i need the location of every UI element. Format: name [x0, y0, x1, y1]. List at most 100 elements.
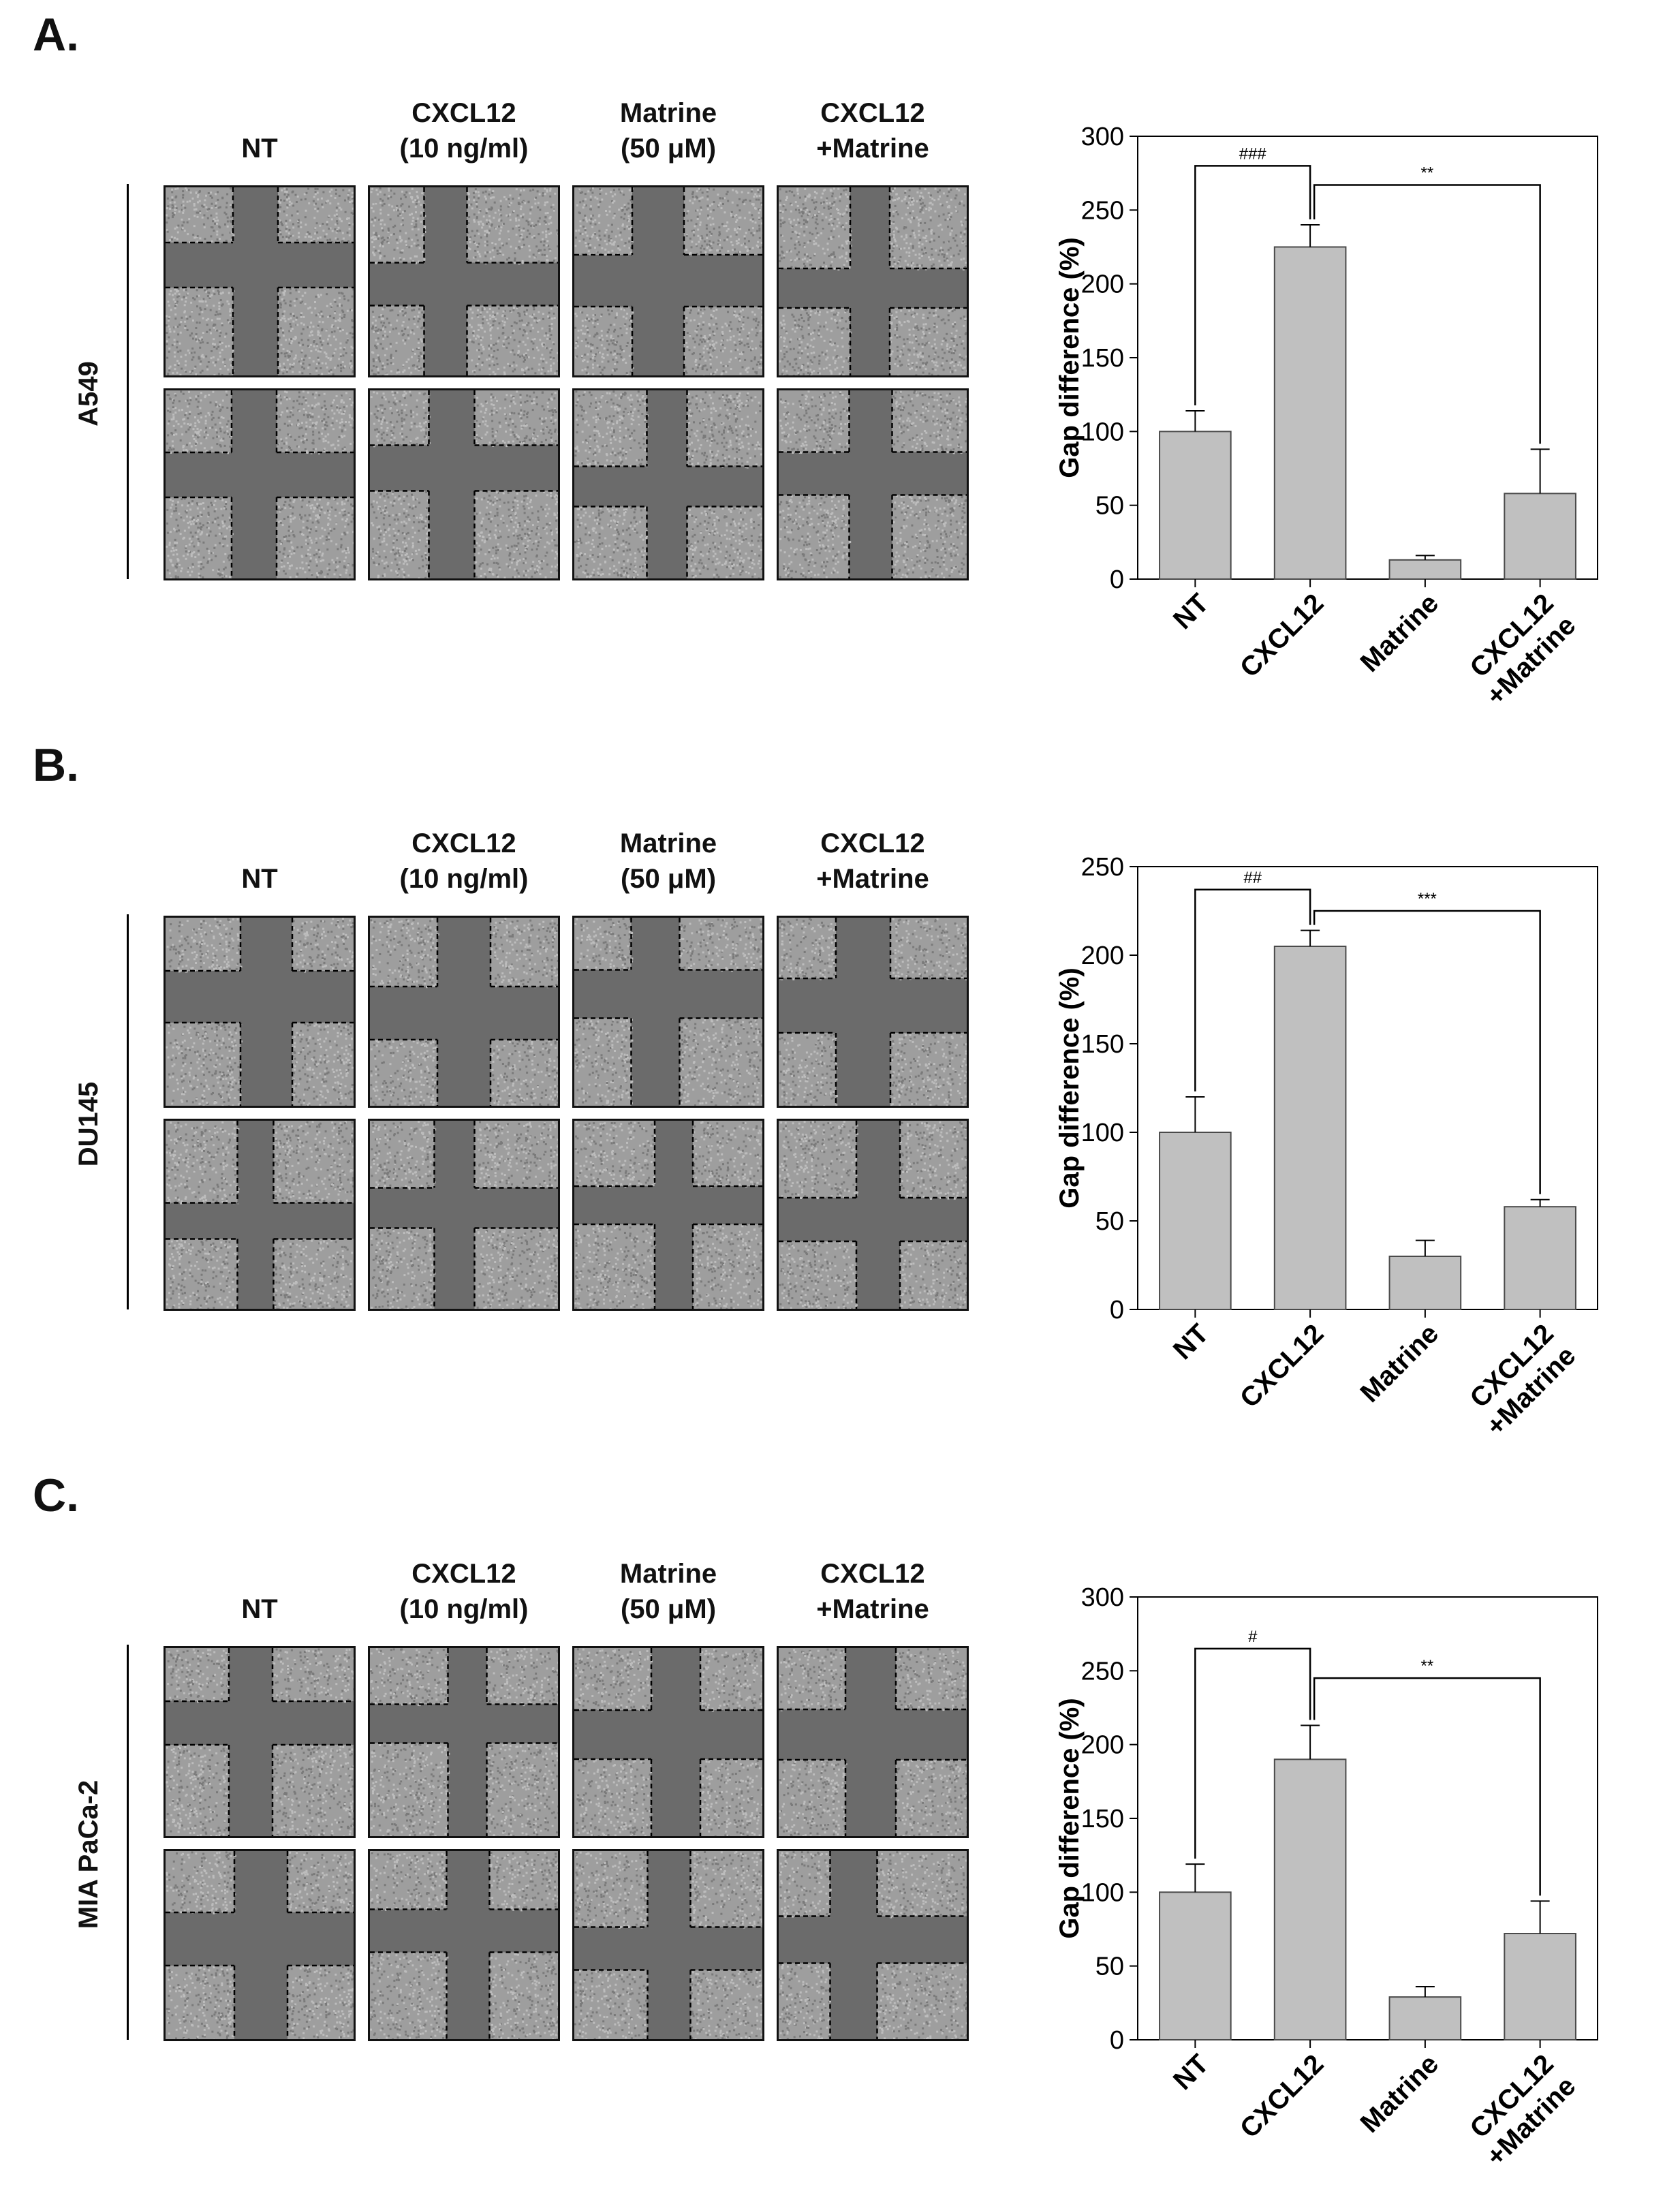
column-header-matrine: Matrine (50 μM) — [572, 826, 764, 897]
y-tick-label: 50 — [1095, 1207, 1124, 1236]
panel-b: B. NT CXCL12 (10 ng/ml) Matrine (50 μM) … — [0, 730, 1680, 1465]
micrograph — [572, 1119, 764, 1311]
micrograph — [368, 388, 560, 580]
column-header-cxcl12: CXCL12 (10 ng/ml) — [368, 95, 560, 166]
column-header-matrine: Matrine (50 μM) — [572, 1556, 764, 1627]
micrograph-image — [779, 187, 967, 375]
panel-label: A. — [33, 8, 79, 61]
row-bracket-line — [127, 914, 129, 1309]
micrograph — [368, 1646, 560, 1838]
significance-bracket — [1194, 165, 1311, 405]
micrograph — [777, 1849, 969, 2041]
x-tick-label: CXCL12+Matrine — [1459, 588, 1582, 711]
column-header-nt: NT — [164, 95, 356, 166]
micrograph — [368, 1849, 560, 2041]
y-tick-label: 100 — [1081, 418, 1124, 446]
x-tick-label: Matrine — [1355, 588, 1445, 678]
micrograph-image — [779, 918, 967, 1106]
x-tick-label: NT — [1168, 588, 1215, 635]
micrograph-image — [166, 1648, 354, 1836]
bar — [1273, 1758, 1347, 2040]
bar — [1388, 1996, 1462, 2041]
micrograph — [164, 1119, 356, 1311]
micrograph — [777, 1119, 969, 1311]
micrograph-image — [166, 1851, 354, 2039]
panel-c: C. NT CXCL12 (10 ng/ml) Matrine (50 μM) … — [0, 1461, 1680, 2195]
y-tick-label: 150 — [1081, 344, 1124, 373]
x-tick-label: CXCL12+Matrine — [1459, 2049, 1582, 2172]
bar — [1504, 1933, 1576, 2040]
x-tick-label: NT — [1168, 1318, 1215, 1365]
y-tick-label: 0 — [1110, 565, 1124, 594]
significance-label: ** — [1421, 164, 1434, 183]
y-tick-label: 200 — [1081, 270, 1124, 299]
y-axis-label: Gap difference (%) — [1055, 237, 1085, 478]
significance-label: # — [1248, 1628, 1258, 1646]
y-tick-label: 0 — [1110, 2026, 1124, 2055]
cell-line-label: DU145 — [72, 933, 106, 1315]
column-header-nt: NT — [164, 1556, 356, 1627]
micrograph — [572, 916, 764, 1108]
bar — [1159, 431, 1232, 580]
micrograph-image — [166, 187, 354, 375]
micrograph-image — [574, 918, 762, 1106]
cell-line-label: MIA PaCa-2 — [72, 1664, 106, 2045]
column-header-combo: CXCL12 +Matrine — [777, 1556, 969, 1627]
gap-difference-chart: 0 50 100 150 200 250 300 Gap difference (%) NT CX… — [1053, 1577, 1611, 2183]
bar-chart-svg: 0 50 100 150 200 250 300 Gap difference (%) NT CX… — [1055, 123, 1598, 711]
micrograph — [777, 388, 969, 580]
micrograph-image — [166, 918, 354, 1106]
column-header-combo: CXCL12 +Matrine — [777, 95, 969, 166]
bar — [1159, 1891, 1232, 2041]
y-tick-label: 50 — [1095, 492, 1124, 521]
significance-label: ** — [1421, 1657, 1434, 1675]
gap-difference-chart: 0 50 100 150 200 250 300 Gap difference (%) NT CX… — [1053, 116, 1611, 722]
micrograph — [572, 1849, 764, 2041]
row-bracket-line — [127, 184, 129, 579]
significance-bracket — [1194, 1647, 1311, 1859]
micrograph — [368, 185, 560, 377]
micrograph-image — [370, 390, 558, 578]
y-tick-label: 100 — [1081, 1878, 1124, 1907]
column-header-matrine: Matrine (50 μM) — [572, 95, 764, 166]
bar — [1504, 1206, 1576, 1311]
micrograph — [572, 185, 764, 377]
micrograph-image — [370, 1648, 558, 1836]
plot-frame — [1137, 866, 1598, 1310]
micrograph-image — [370, 918, 558, 1106]
bar — [1273, 946, 1347, 1310]
micrograph — [777, 185, 969, 377]
x-tick-label: CXCL12 — [1234, 2049, 1330, 2144]
y-tick-label: 100 — [1081, 1119, 1124, 1147]
micrograph-image — [779, 390, 967, 578]
micrograph-image — [574, 1851, 762, 2039]
micrograph — [572, 1646, 764, 1838]
x-tick-label: Matrine — [1355, 2049, 1445, 2139]
micrograph-image — [574, 1121, 762, 1309]
micrograph — [164, 388, 356, 580]
y-tick-label: 200 — [1081, 1731, 1124, 1760]
y-tick-label: 250 — [1081, 1657, 1124, 1686]
bar-chart-svg: 0 50 100 150 200 250 Gap difference (%) NT CXCL1… — [1055, 853, 1598, 1442]
micrograph — [777, 1646, 969, 1838]
micrograph-image — [779, 1851, 967, 2039]
micrograph — [368, 916, 560, 1108]
panel-a: A. NT CXCL12 (10 ng/ml) Matrine (50 μM) … — [0, 0, 1680, 734]
micrograph — [164, 185, 356, 377]
column-header-cxcl12: CXCL12 (10 ng/ml) — [368, 1556, 560, 1627]
micrograph-image — [779, 1121, 967, 1309]
bar — [1159, 1132, 1232, 1310]
significance-label: *** — [1418, 890, 1437, 908]
significance-label: ### — [1239, 144, 1267, 163]
micrograph — [777, 916, 969, 1108]
significance-bracket — [1313, 1677, 1541, 1896]
panel-label: B. — [33, 739, 79, 792]
x-tick-label: Matrine — [1355, 1318, 1445, 1408]
y-tick-label: 150 — [1081, 1805, 1124, 1833]
micrograph-image — [574, 187, 762, 375]
micrograph-image — [779, 1648, 967, 1836]
micrograph-image — [166, 390, 354, 578]
y-tick-label: 300 — [1081, 1583, 1124, 1612]
bar — [1388, 1256, 1462, 1310]
micrograph — [368, 1119, 560, 1311]
